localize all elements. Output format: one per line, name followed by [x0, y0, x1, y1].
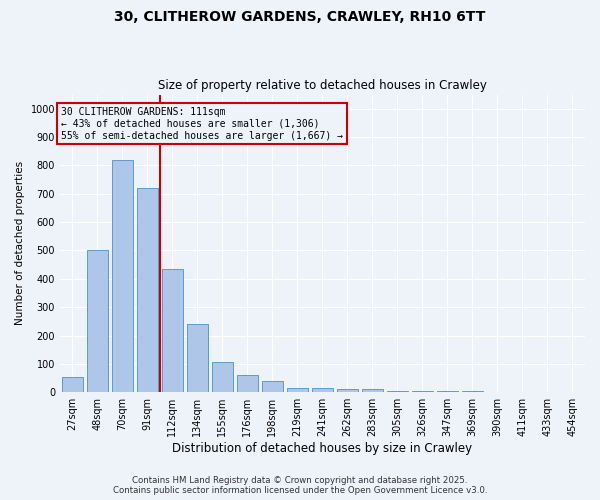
Bar [137, 188, 158, 392]
Bar [62, 376, 83, 392]
Bar [362, 390, 383, 392]
Bar [262, 381, 283, 392]
Y-axis label: Number of detached properties: Number of detached properties [15, 162, 25, 326]
Bar [337, 390, 358, 392]
Bar [162, 269, 183, 392]
Text: Contains HM Land Registry data © Crown copyright and database right 2025.
Contai: Contains HM Land Registry data © Crown c… [113, 476, 487, 495]
Bar [87, 250, 108, 392]
Bar [312, 388, 333, 392]
Bar [412, 391, 433, 392]
Title: Size of property relative to detached houses in Crawley: Size of property relative to detached ho… [158, 79, 487, 92]
Bar [387, 391, 408, 392]
Bar [287, 388, 308, 392]
Bar [437, 391, 458, 392]
Bar [212, 362, 233, 392]
Bar [237, 375, 258, 392]
Bar [187, 324, 208, 392]
Text: 30, CLITHEROW GARDENS, CRAWLEY, RH10 6TT: 30, CLITHEROW GARDENS, CRAWLEY, RH10 6TT [115, 10, 485, 24]
Text: 30 CLITHEROW GARDENS: 111sqm
← 43% of detached houses are smaller (1,306)
55% of: 30 CLITHEROW GARDENS: 111sqm ← 43% of de… [61, 108, 343, 140]
X-axis label: Distribution of detached houses by size in Crawley: Distribution of detached houses by size … [172, 442, 473, 455]
Bar [112, 160, 133, 392]
